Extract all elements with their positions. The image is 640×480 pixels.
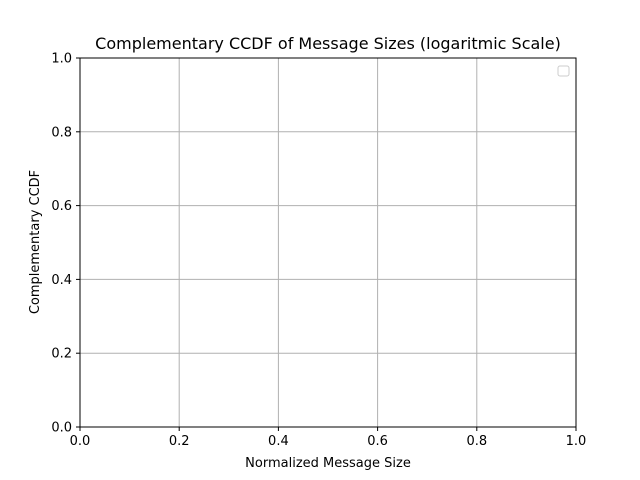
y-tick-label: 0.8 (51, 125, 72, 140)
legend-box (557, 65, 570, 77)
x-tick-label: 0.4 (268, 434, 289, 449)
y-tick-label: 0.4 (51, 273, 72, 288)
y-tick-label: 0.6 (51, 199, 72, 214)
y-axis-label: Complementary CCDF (28, 170, 43, 314)
x-tick-label: 0.2 (169, 434, 190, 449)
y-tick-label: 0.0 (51, 421, 72, 436)
y-tick-label: 0.2 (51, 347, 72, 362)
x-tick-label: 0.8 (466, 434, 487, 449)
y-tick-label: 1.0 (51, 52, 72, 67)
x-tick-label: 0.6 (367, 434, 388, 449)
x-tick-label: 1.0 (566, 434, 587, 449)
y-ticks: 0.0 0.2 0.4 0.6 0.8 1.0 (51, 52, 80, 436)
x-axis-label: Normalized Message Size (245, 456, 411, 471)
x-tick-label: 0.0 (70, 434, 91, 449)
chart-title: Complementary CCDF of Message Sizes (log… (95, 34, 561, 53)
x-ticks: 0.0 0.2 0.4 0.6 0.8 1.0 (70, 427, 587, 449)
axes (79, 57, 577, 428)
plot-frame (79, 57, 577, 428)
